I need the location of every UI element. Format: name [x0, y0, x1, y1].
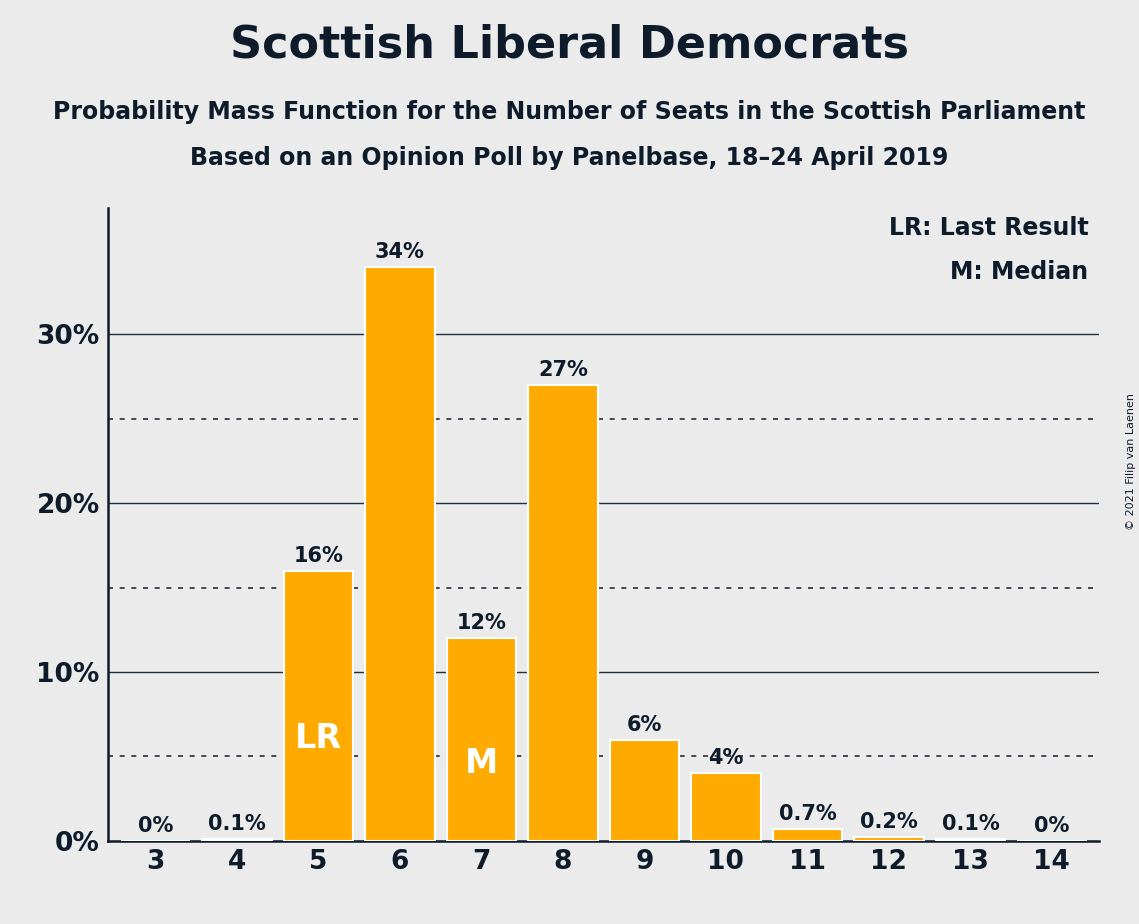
Bar — [609, 739, 679, 841]
Text: 0%: 0% — [1034, 816, 1070, 836]
Bar — [772, 829, 842, 841]
Text: Based on an Opinion Poll by Panelbase, 18–24 April 2019: Based on an Opinion Poll by Panelbase, 1… — [190, 146, 949, 170]
Text: 0.2%: 0.2% — [860, 812, 918, 833]
Text: Scottish Liberal Democrats: Scottish Liberal Democrats — [230, 23, 909, 67]
Bar — [203, 839, 271, 841]
Text: 0.1%: 0.1% — [942, 814, 999, 834]
Bar — [691, 773, 761, 841]
Text: LR: LR — [295, 722, 342, 755]
Text: 0.1%: 0.1% — [208, 814, 265, 834]
Text: M: Median: M: Median — [950, 261, 1089, 285]
Text: M: M — [465, 748, 498, 781]
Text: 27%: 27% — [538, 360, 588, 380]
Text: 16%: 16% — [294, 546, 343, 565]
Bar — [284, 571, 353, 841]
Text: © 2021 Filip van Laenen: © 2021 Filip van Laenen — [1126, 394, 1136, 530]
Text: 6%: 6% — [626, 714, 662, 735]
Text: 0%: 0% — [138, 816, 173, 836]
Bar — [936, 839, 1005, 841]
Text: LR: Last Result: LR: Last Result — [888, 216, 1089, 240]
Text: 0.7%: 0.7% — [779, 804, 836, 824]
Bar — [854, 837, 924, 841]
Text: Probability Mass Function for the Number of Seats in the Scottish Parliament: Probability Mass Function for the Number… — [54, 100, 1085, 124]
Bar — [446, 638, 516, 841]
Bar — [366, 267, 435, 841]
Text: 12%: 12% — [457, 614, 507, 633]
Bar — [528, 385, 598, 841]
Text: 34%: 34% — [375, 242, 425, 261]
Text: 4%: 4% — [708, 748, 744, 768]
